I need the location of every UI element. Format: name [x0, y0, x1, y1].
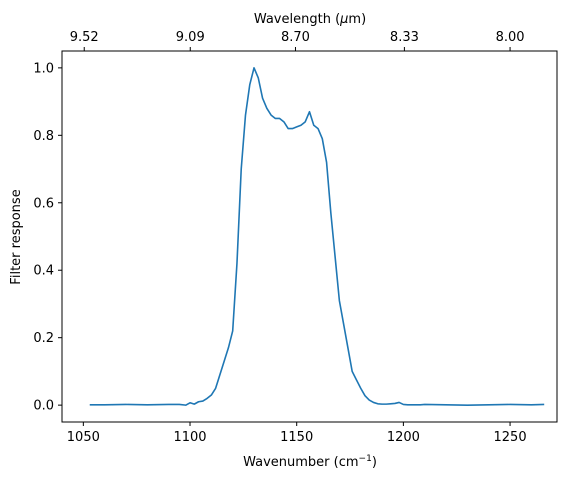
top-x-axis-label: Wavelength (μm)	[254, 12, 366, 27]
y-axis-label: Filter response	[9, 189, 24, 284]
y-tick-label: 0.0	[33, 399, 54, 414]
top-tick-label: 8.00	[496, 30, 525, 45]
x-tick-label: 1050	[67, 430, 100, 445]
top-tick-label: 9.52	[70, 30, 99, 45]
x-axis-ticks: 1050 1100 1150 1200 1250	[67, 422, 527, 445]
x-tick-label: 1200	[387, 430, 420, 445]
x-tick-label: 1150	[280, 430, 313, 445]
x-tick-label: 1100	[173, 430, 206, 445]
y-tick-label: 0.4	[33, 264, 54, 279]
y-tick-label: 0.6	[33, 196, 54, 211]
top-tick-label: 8.33	[390, 30, 419, 45]
x-axis-label: Wavenumber (cm−1)	[243, 454, 377, 470]
top-axis-ticks: 9.52 9.09 8.70 8.33 8.00	[70, 30, 525, 51]
y-tick-label: 1.0	[33, 61, 54, 76]
filter-response-line	[89, 67, 545, 406]
y-tick-label: 0.8	[33, 129, 54, 144]
plot-frame	[61, 50, 558, 423]
top-tick-label: 9.09	[176, 30, 205, 45]
y-tick-label: 0.2	[33, 331, 54, 346]
top-tick-label: 8.70	[281, 30, 310, 45]
y-axis-ticks: 0.0 0.2 0.4 0.6 0.8 1.0	[33, 61, 62, 414]
x-tick-label: 1250	[494, 430, 527, 445]
